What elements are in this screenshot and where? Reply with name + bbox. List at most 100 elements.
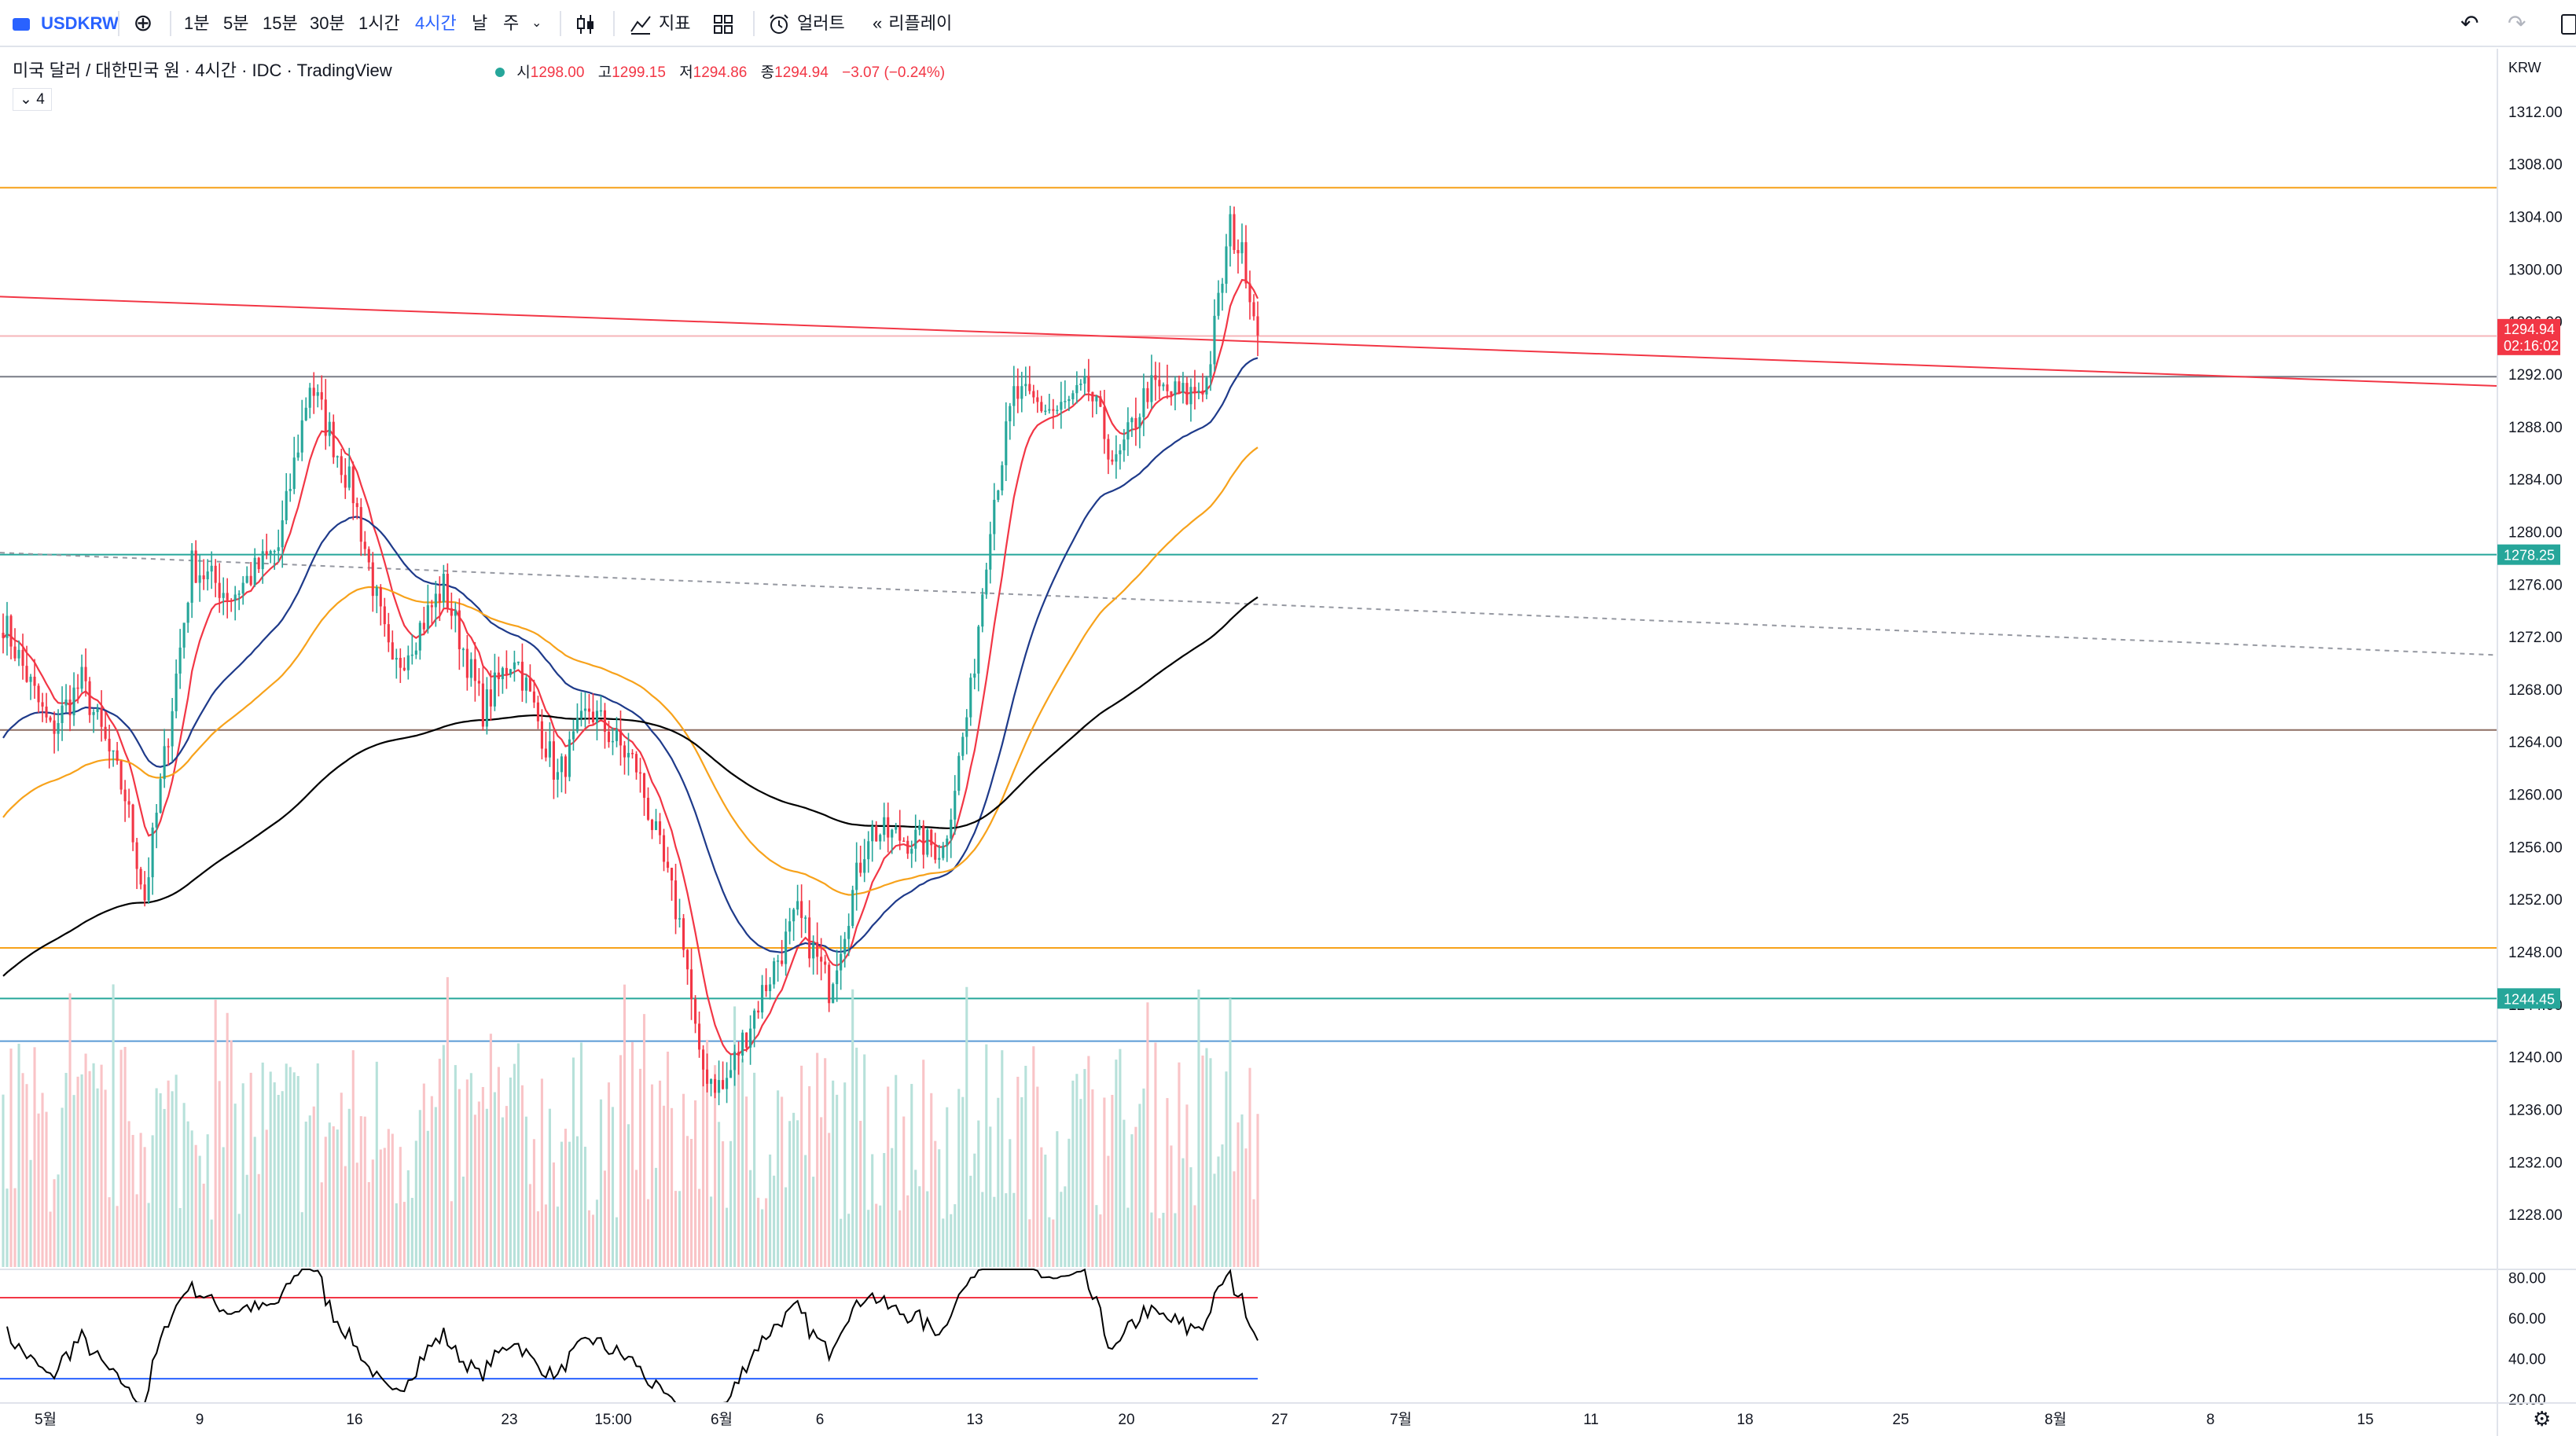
volume-bar xyxy=(159,1093,162,1267)
candle xyxy=(465,648,469,678)
volume-bar xyxy=(575,1136,579,1267)
candle xyxy=(206,571,209,580)
volume-bar xyxy=(1166,1098,1169,1267)
volume-bar xyxy=(245,1174,248,1267)
candle xyxy=(1248,283,1251,303)
chart-type-button[interactable] xyxy=(574,0,597,47)
candle xyxy=(1185,383,1189,405)
volume-bar xyxy=(485,1108,488,1267)
volume-bar xyxy=(623,984,627,1267)
interval-15m[interactable]: 15분 xyxy=(263,13,298,33)
interval-dropdown-icon[interactable]: ⌄ xyxy=(531,17,542,30)
candle xyxy=(729,1070,733,1078)
candle xyxy=(257,557,260,570)
candle xyxy=(45,706,48,718)
interval-1h[interactable]: 1시간 xyxy=(358,13,400,33)
candle xyxy=(867,841,870,860)
add-symbol-icon[interactable]: ⊕ xyxy=(133,10,153,36)
redo-icon[interactable]: ↷ xyxy=(2508,11,2526,35)
candle xyxy=(1068,398,1071,402)
candle xyxy=(96,708,99,712)
candle xyxy=(454,610,457,616)
time-tick: 6월 xyxy=(711,1411,733,1428)
divider xyxy=(613,11,615,36)
divider xyxy=(753,11,755,36)
candle xyxy=(883,817,886,836)
candle xyxy=(859,862,862,873)
ohlc-readout: 시1298.00 고1299.15 저1294.86 종1294.94 −3.0… xyxy=(495,61,954,82)
replay-button[interactable]: «리플레이 xyxy=(873,0,952,47)
candle xyxy=(1028,384,1031,391)
countdown-label: 02:16:02 xyxy=(2504,338,2559,354)
candle xyxy=(1166,384,1169,391)
candle xyxy=(997,490,1000,500)
candle xyxy=(139,869,142,885)
volume-bar xyxy=(682,1093,685,1267)
interval-4h[interactable]: 4시간 xyxy=(415,13,457,33)
volume-bar xyxy=(147,1203,150,1267)
interval-day[interactable]: 날 xyxy=(472,13,488,33)
volume-bar xyxy=(737,1055,740,1267)
indicators-button[interactable]: 지표 xyxy=(629,0,690,47)
volume-bar xyxy=(785,1187,788,1267)
candle xyxy=(1213,315,1216,365)
current-price-label: 1294.94 xyxy=(2504,321,2555,337)
volume-bar xyxy=(524,1116,527,1267)
volume-bar xyxy=(25,1084,28,1267)
candle xyxy=(37,685,40,703)
volume-bar xyxy=(615,1217,619,1267)
candle xyxy=(178,647,182,674)
volume-bar xyxy=(477,1101,480,1267)
volume-bar xyxy=(1040,1147,1043,1267)
candle xyxy=(627,752,630,758)
volume-bar xyxy=(1248,1067,1251,1267)
price-tick: 1240.00 xyxy=(2508,1050,2563,1067)
volume-bar xyxy=(560,1141,563,1267)
candle xyxy=(722,1080,725,1089)
candle xyxy=(961,736,965,756)
candle xyxy=(891,829,894,838)
close-label: 종 xyxy=(760,64,775,81)
volume-bar xyxy=(430,1096,433,1267)
interval-1m[interactable]: 1분 xyxy=(184,13,210,33)
level-price-badge xyxy=(2497,988,2560,1009)
candle xyxy=(304,407,307,421)
open-value: 1298.00 xyxy=(530,64,585,81)
volume-bar xyxy=(879,1205,882,1267)
volume-bar xyxy=(950,1214,953,1267)
candle xyxy=(347,466,351,488)
interval-5m[interactable]: 5분 xyxy=(223,13,249,33)
volume-bar xyxy=(269,1071,272,1267)
candle xyxy=(253,557,256,586)
window-icon[interactable] xyxy=(2561,0,2576,47)
volume-bar xyxy=(1123,1119,1126,1267)
candle xyxy=(288,489,292,491)
candle xyxy=(737,1052,740,1056)
volume-bar xyxy=(450,1201,453,1267)
interval-week[interactable]: 주 xyxy=(503,13,520,33)
volume-bar xyxy=(465,1079,469,1267)
volume-bar xyxy=(989,1126,992,1267)
volume-bar xyxy=(1107,1155,1110,1267)
volume-bar xyxy=(340,1093,343,1267)
indicators-toggle[interactable]: ⌄ 4 xyxy=(13,88,52,111)
volume-bar xyxy=(902,1116,906,1267)
price-chart[interactable]: KRW1312.001308.001304.001300.001296.0012… xyxy=(0,49,2576,1436)
symbol-search[interactable]: USDKRW xyxy=(13,0,119,47)
undo-icon[interactable]: ↶ xyxy=(2460,11,2479,35)
candle xyxy=(702,1049,705,1070)
volume-bar xyxy=(257,1173,260,1267)
candle xyxy=(175,674,178,711)
volume-bar xyxy=(2,1094,5,1267)
ema-line xyxy=(2,446,1259,896)
volume-bar xyxy=(84,1053,87,1267)
candle xyxy=(938,858,941,860)
volume-bar xyxy=(579,1042,583,1267)
interval-30m[interactable]: 30분 xyxy=(310,13,345,33)
alert-button[interactable]: 얼러트 xyxy=(767,0,845,47)
candle xyxy=(745,1032,748,1048)
candle xyxy=(481,683,484,727)
volume-bar xyxy=(285,1063,288,1267)
layouts-icon[interactable] xyxy=(712,0,734,47)
candle xyxy=(190,550,193,603)
